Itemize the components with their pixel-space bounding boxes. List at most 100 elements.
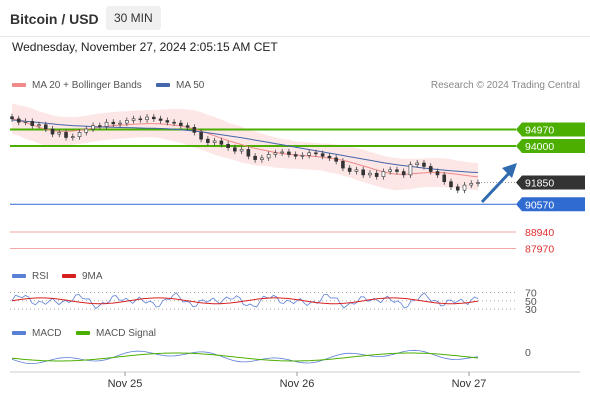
candle-body [219, 140, 224, 145]
candle-body [300, 155, 305, 157]
level-tag-94970-bg [516, 122, 585, 137]
legend-ma20-label: MA 20 + Bollinger Bands [32, 80, 142, 91]
rsi-line [11, 292, 479, 310]
candle-body [97, 125, 102, 127]
candle-body [422, 162, 426, 167]
forecast-arrow-head [502, 163, 517, 178]
candle-body [253, 155, 257, 160]
chart-datetime: Wednesday, November 27, 2024 2:05:15 AM … [12, 40, 278, 54]
candle-body [435, 171, 440, 176]
candle-body [30, 121, 35, 126]
macd-swatch [12, 331, 26, 336]
candle-body [125, 120, 129, 124]
credit-text: Research © 2024 Trading Central [430, 80, 580, 91]
level-tag-90570-bg [516, 197, 585, 212]
rsi-swatch [12, 274, 26, 279]
candle-body [131, 118, 136, 121]
candle-body [23, 121, 28, 123]
candle-body [395, 169, 399, 172]
macd-signal-line [11, 352, 479, 362]
legend-macd-signal-label: MACD Signal [96, 328, 157, 339]
level-tag-88940: 88940 [525, 227, 554, 239]
candle-body [408, 164, 413, 176]
candle-body [314, 152, 318, 155]
legend-macd-signal: MACD Signal [76, 328, 156, 339]
candle-body [152, 116, 156, 120]
candle-body [260, 157, 264, 160]
candle-body [138, 118, 143, 121]
candle-body [185, 125, 190, 128]
header-divider [0, 36, 590, 37]
candle-body [334, 157, 338, 162]
candle-body [64, 132, 68, 138]
forecast-arrow-shaft [480, 168, 514, 204]
candle-body [104, 121, 109, 127]
level-tag-94970: 94970 [525, 125, 554, 137]
candle-body [233, 147, 237, 152]
candle-body [307, 152, 311, 156]
macd-line [11, 349, 479, 365]
candle-body [442, 174, 447, 182]
candle-body [293, 154, 298, 157]
candle-body [70, 136, 75, 138]
candle-body [172, 121, 176, 124]
candle-body [57, 132, 62, 135]
candle-body [347, 167, 352, 172]
ma20-line [11, 118, 479, 178]
candle-body [145, 116, 149, 120]
candle-body [287, 151, 291, 155]
candle-body [273, 152, 278, 155]
ma50-line [11, 119, 479, 173]
x-tick-label-1: Nov 26 [280, 378, 315, 390]
legend-macd: MACD [12, 328, 61, 339]
candle-body [84, 128, 89, 133]
legend-rsi-label: RSI [32, 271, 49, 282]
candle-body [455, 186, 460, 191]
rsi-level-label-70: 70 [525, 287, 537, 299]
candle-body [212, 140, 217, 143]
candle-body [16, 118, 21, 123]
candle-body [165, 120, 170, 123]
level-tag-87970: 87970 [525, 244, 554, 256]
legend-9ma-label: 9MA [82, 271, 103, 282]
candle-body [361, 169, 365, 176]
current-price-tag: 91850 [525, 178, 554, 190]
candle-body [415, 162, 420, 165]
candle-body [327, 155, 332, 159]
x-tick-label-2: Nov 27 [452, 378, 487, 390]
rsi-level-label-30: 30 [525, 304, 537, 316]
candle-body [77, 132, 82, 137]
legend-ma50: MA 50 [156, 80, 204, 91]
candle-body [37, 124, 41, 127]
candle-body [91, 125, 95, 130]
candle-body [111, 121, 116, 125]
candle-body [158, 118, 163, 121]
candle-body [449, 181, 453, 188]
candle-body [192, 127, 197, 133]
ma20-swatch [12, 83, 26, 88]
candle-body [368, 172, 372, 176]
candle-body [199, 132, 203, 140]
candle-body [401, 171, 406, 176]
x-tick-label-0: Nov 25 [108, 378, 143, 390]
ma50-swatch [156, 83, 170, 88]
candle-body [476, 182, 480, 184]
instrument-title: Bitcoin / USD [10, 11, 99, 27]
legend-ma20: MA 20 + Bollinger Bands [12, 80, 142, 91]
level-tag-94000-bg [516, 139, 585, 153]
macd-zero-label: 0 [525, 347, 531, 359]
candle-body [341, 161, 345, 169]
legend-rsi: RSI [12, 271, 49, 282]
rsi-level-label-50: 50 [525, 296, 537, 308]
candle-body [226, 144, 230, 149]
rsi-ma-line [11, 297, 479, 305]
current-price-tag-bg [516, 175, 585, 190]
ma9-swatch [62, 274, 76, 279]
candle-body [354, 169, 359, 172]
candle-body [206, 138, 210, 143]
candle-body [239, 149, 244, 152]
candle-body [462, 184, 467, 191]
timeframe-button[interactable]: 30 MIN [106, 6, 161, 30]
macd-signal-swatch [76, 331, 90, 336]
